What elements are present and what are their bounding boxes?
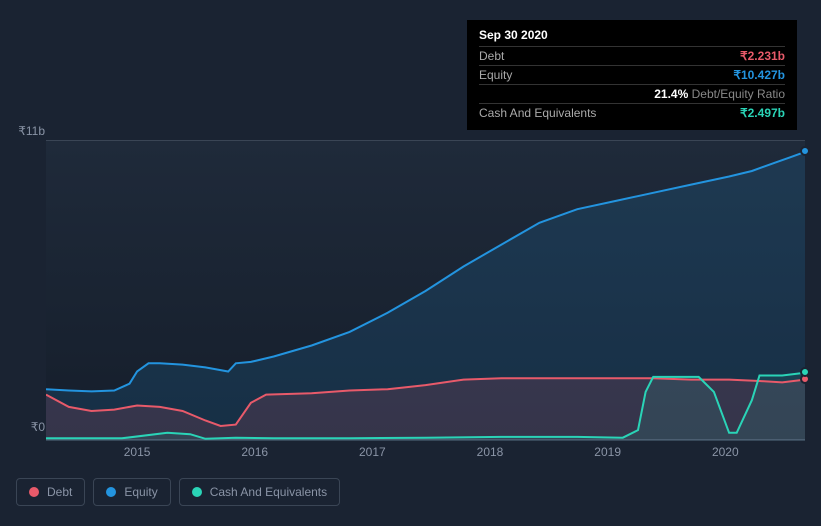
- series-end-marker: [800, 146, 810, 156]
- x-axis-label: 2019: [594, 445, 621, 459]
- chart-plot-area[interactable]: [46, 140, 805, 440]
- tooltip-row: Equity ₹10.427b: [479, 65, 785, 84]
- tooltip-row: Debt ₹2.231b: [479, 46, 785, 65]
- tooltip-row-value-wrap: ₹2.497b: [740, 106, 785, 120]
- tooltip-row-label: Equity: [479, 68, 512, 82]
- x-axis-label: 2018: [477, 445, 504, 459]
- x-axis-label: 2017: [359, 445, 386, 459]
- y-axis-max-label: ₹11b: [18, 124, 45, 138]
- tooltip-row-value: ₹10.427b: [733, 68, 785, 82]
- tooltip-row-label: Debt: [479, 49, 504, 63]
- tooltip-row-suffix: Debt/Equity Ratio: [688, 87, 785, 101]
- legend-label: Cash And Equivalents: [210, 485, 327, 499]
- legend-swatch: [29, 487, 39, 497]
- chart-legend: Debt Equity Cash And Equivalents: [16, 478, 340, 506]
- legend-swatch: [192, 487, 202, 497]
- tooltip-row-value-wrap: ₹2.231b: [740, 49, 785, 63]
- tooltip-row-value-wrap: ₹10.427b: [733, 68, 785, 82]
- x-axis-label: 2016: [241, 445, 268, 459]
- y-axis-min-label: ₹0: [31, 420, 45, 434]
- legend-item[interactable]: Debt: [16, 478, 85, 506]
- chart-container: ₹11b ₹0 201520162017201820192020: [16, 120, 805, 455]
- tooltip-row: 21.4% Debt/Equity Ratio: [479, 84, 785, 103]
- tooltip-row-value: 21.4%: [654, 87, 688, 101]
- x-axis-label: 2020: [712, 445, 739, 459]
- tooltip-date: Sep 30 2020: [479, 28, 785, 46]
- legend-item[interactable]: Cash And Equivalents: [179, 478, 340, 506]
- tooltip-row-label: Cash And Equivalents: [479, 106, 596, 120]
- tooltip-row-value-wrap: 21.4% Debt/Equity Ratio: [654, 87, 785, 101]
- tooltip-row-value: ₹2.231b: [740, 49, 785, 63]
- legend-label: Equity: [124, 485, 157, 499]
- chart-tooltip: Sep 30 2020 Debt ₹2.231b Equity ₹10.427b 21.…: [467, 20, 797, 130]
- tooltip-row-value: ₹2.497b: [740, 106, 785, 120]
- legend-swatch: [106, 487, 116, 497]
- series-end-marker: [800, 367, 810, 377]
- x-axis-label: 2015: [124, 445, 151, 459]
- legend-item[interactable]: Equity: [93, 478, 170, 506]
- legend-label: Debt: [47, 485, 72, 499]
